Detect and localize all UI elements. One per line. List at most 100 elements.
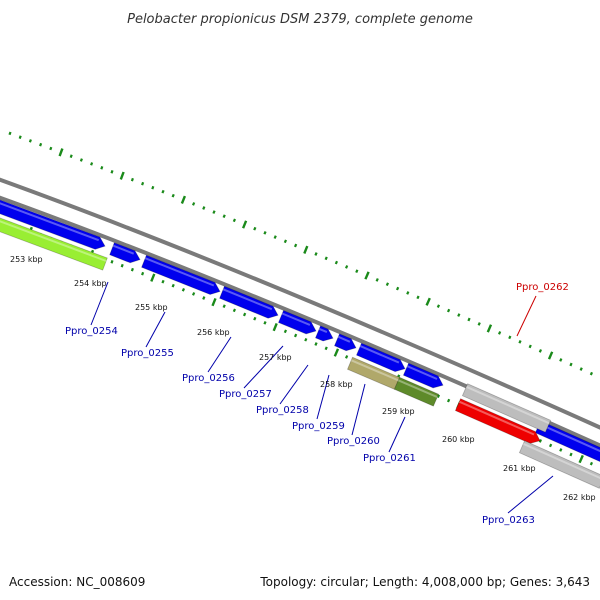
leader-ppro-0258 — [279, 364, 309, 405]
gene-ppro-0262-grey-shine — [465, 385, 550, 425]
minor-tick — [293, 243, 298, 248]
minor-tick — [314, 252, 318, 256]
leader-ppro-0260 — [351, 383, 366, 436]
major-tick — [578, 454, 584, 464]
gene-ppro-0257[interactable] — [277, 309, 317, 335]
minor-tick — [110, 170, 114, 174]
minor-tick — [283, 329, 288, 334]
gene-label-ppro-0255[interactable]: Ppro_0255 — [121, 348, 174, 359]
kbp-label: 254 kbp — [74, 279, 107, 288]
minor-tick — [151, 185, 155, 190]
gene-label-ppro-0258[interactable]: Ppro_0258 — [256, 405, 309, 416]
gene-ppro-0253-shine — [0, 202, 100, 242]
minor-tick — [416, 295, 420, 300]
minor-tick — [90, 162, 94, 166]
gene-ppro-0255[interactable] — [141, 254, 221, 295]
minor-tick — [344, 355, 349, 359]
gene-label-ppro-0261[interactable]: Ppro_0261 — [363, 453, 416, 464]
minor-tick — [8, 131, 12, 136]
minor-tick — [406, 291, 410, 295]
gene-ppro-0261[interactable] — [393, 376, 440, 407]
gene-ppro-0263[interactable] — [518, 440, 600, 489]
minor-tick — [28, 139, 32, 143]
minor-tick — [283, 239, 288, 244]
leader-ppro-0262 — [516, 295, 537, 337]
minor-tick — [263, 231, 267, 235]
gene-ppro-0263-fwd[interactable] — [534, 420, 600, 463]
gene-ppro-0262-grey[interactable] — [461, 383, 552, 433]
gene-ppro-0254-arrow[interactable] — [109, 242, 141, 264]
leader-ppro-0256 — [207, 336, 232, 373]
minor-tick — [436, 304, 441, 308]
minor-tick — [446, 398, 451, 403]
gene-ppro-0254-shine — [0, 220, 107, 262]
minor-tick — [569, 362, 573, 367]
gene-label-ppro-0254[interactable]: Ppro_0254 — [65, 326, 118, 337]
minor-tick — [191, 202, 196, 206]
minor-tick — [355, 269, 359, 274]
gene-label-ppro-0259[interactable]: Ppro_0259 — [292, 421, 345, 432]
gene-label-ppro-0263[interactable]: Ppro_0263 — [482, 515, 535, 526]
gene-ppro-0261-fwd[interactable] — [402, 362, 444, 389]
minor-tick — [130, 267, 134, 272]
gene-ppro-0259[interactable] — [333, 333, 357, 352]
minor-tick — [497, 331, 502, 335]
minor-tick — [232, 308, 237, 313]
gene-label-ppro-0257[interactable]: Ppro_0257 — [219, 389, 272, 400]
kbp-label: 253 kbp — [10, 255, 43, 264]
leader-ppro-0259 — [316, 374, 330, 420]
minor-tick — [171, 193, 175, 198]
minor-tick — [161, 279, 165, 284]
minor-tick — [212, 210, 216, 214]
minor-tick — [181, 287, 186, 292]
minor-tick — [161, 189, 165, 194]
leader-ppro-0263 — [507, 475, 554, 514]
gene-ppro-0253[interactable] — [0, 199, 106, 250]
gene-ppro-0258[interactable] — [314, 325, 334, 342]
gene-label-ppro-0262[interactable]: Ppro_0262 — [516, 282, 569, 293]
minor-tick — [395, 286, 400, 291]
gene-label-ppro-0256[interactable]: Ppro_0256 — [182, 373, 235, 384]
minor-tick — [253, 226, 257, 231]
minor-tick — [334, 260, 339, 265]
minor-tick — [548, 443, 553, 448]
minor-tick — [518, 340, 522, 344]
minor-tick — [304, 337, 308, 342]
minor-tick — [171, 283, 175, 288]
gene-label-ppro-0260[interactable]: Ppro_0260 — [327, 436, 380, 447]
major-tick — [241, 220, 248, 229]
minor-tick — [457, 313, 461, 317]
gene-ppro-0262-shine — [458, 400, 535, 436]
minor-tick — [232, 218, 237, 223]
major-tick — [272, 322, 278, 332]
major-tick — [486, 324, 493, 333]
minor-tick — [324, 256, 328, 261]
gene-ppro-0254[interactable] — [0, 217, 108, 271]
minor-tick — [589, 371, 594, 376]
gene-ppro-0256-shine — [222, 288, 273, 311]
kbp-label: 260 kbp — [442, 435, 475, 444]
gene-ppro-0256[interactable] — [219, 285, 279, 319]
minor-tick — [589, 461, 594, 466]
minor-tick — [263, 321, 267, 325]
minor-tick — [100, 166, 104, 170]
minor-tick — [528, 344, 532, 349]
major-tick — [150, 273, 156, 282]
gene-ppro-0254-arrow-shine — [112, 244, 135, 255]
minor-tick — [39, 142, 43, 147]
gene-ppro-0260-fwd[interactable] — [355, 342, 406, 373]
minor-tick — [202, 296, 206, 300]
gene-ppro-0260[interactable] — [346, 356, 401, 390]
accession-text: Accession: NC_008609 — [9, 575, 145, 589]
gene-ppro-0261-shine — [397, 379, 438, 399]
minor-tick — [579, 367, 583, 371]
genome-title: Pelobacter propionicus DSM 2379, complet… — [127, 12, 473, 27]
gene-ppro-0262[interactable] — [454, 398, 541, 444]
major-tick — [58, 148, 64, 157]
minor-tick — [202, 206, 206, 210]
gene-ppro-0255-shine — [144, 257, 215, 287]
leader-ppro-0254 — [90, 281, 109, 326]
major-tick — [425, 297, 431, 306]
